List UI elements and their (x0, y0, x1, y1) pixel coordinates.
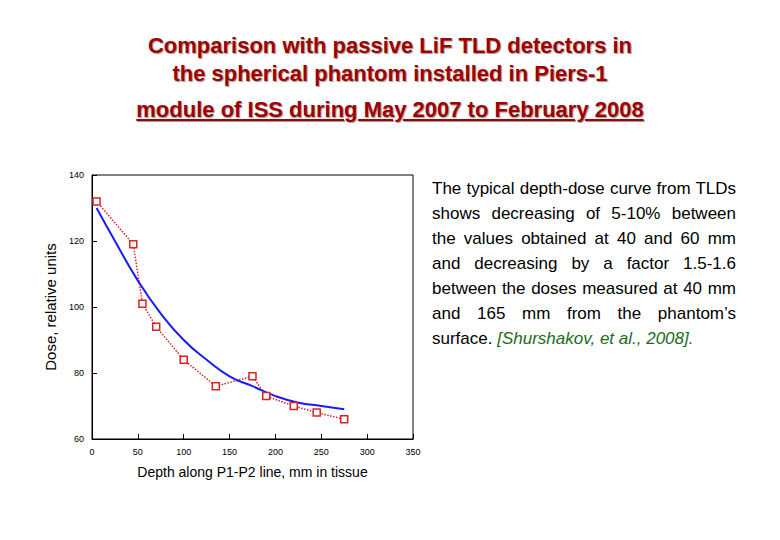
svg-text:0: 0 (89, 447, 94, 457)
svg-text:100: 100 (69, 302, 84, 312)
html-text:Comparison with passive LiF TL: Comparison with passive LiF TLD detector… (148, 33, 632, 58)
html-text:the spherical phantom installe: the spherical phantom installed in Piers… (172, 61, 608, 86)
svg-text:80: 80 (74, 368, 84, 378)
svg-text:120: 120 (69, 236, 84, 246)
svg-text:150: 150 (222, 447, 237, 457)
html-text:The typical depth-dose curve f: The typical depth-dose curve from TLDs s… (432, 179, 736, 348)
svg-text:300: 300 (360, 447, 375, 457)
html-text:module of ISS during May 2007: module of ISS during May 2007 to Februar… (136, 97, 644, 122)
svg-text:Depth along P1-P2 line, mm in: Depth along P1-P2 line, mm in tissue (137, 464, 368, 480)
svg-text:250: 250 (314, 447, 329, 457)
svg-text:350: 350 (405, 447, 420, 457)
svg-text:200: 200 (268, 447, 283, 457)
svg-text:Dose, relative units: Dose, relative units (42, 243, 59, 371)
svg-text:60: 60 (74, 434, 84, 444)
svg-text:140: 140 (69, 170, 84, 180)
svg-text:50: 50 (133, 447, 143, 457)
svg-text:100: 100 (176, 447, 191, 457)
